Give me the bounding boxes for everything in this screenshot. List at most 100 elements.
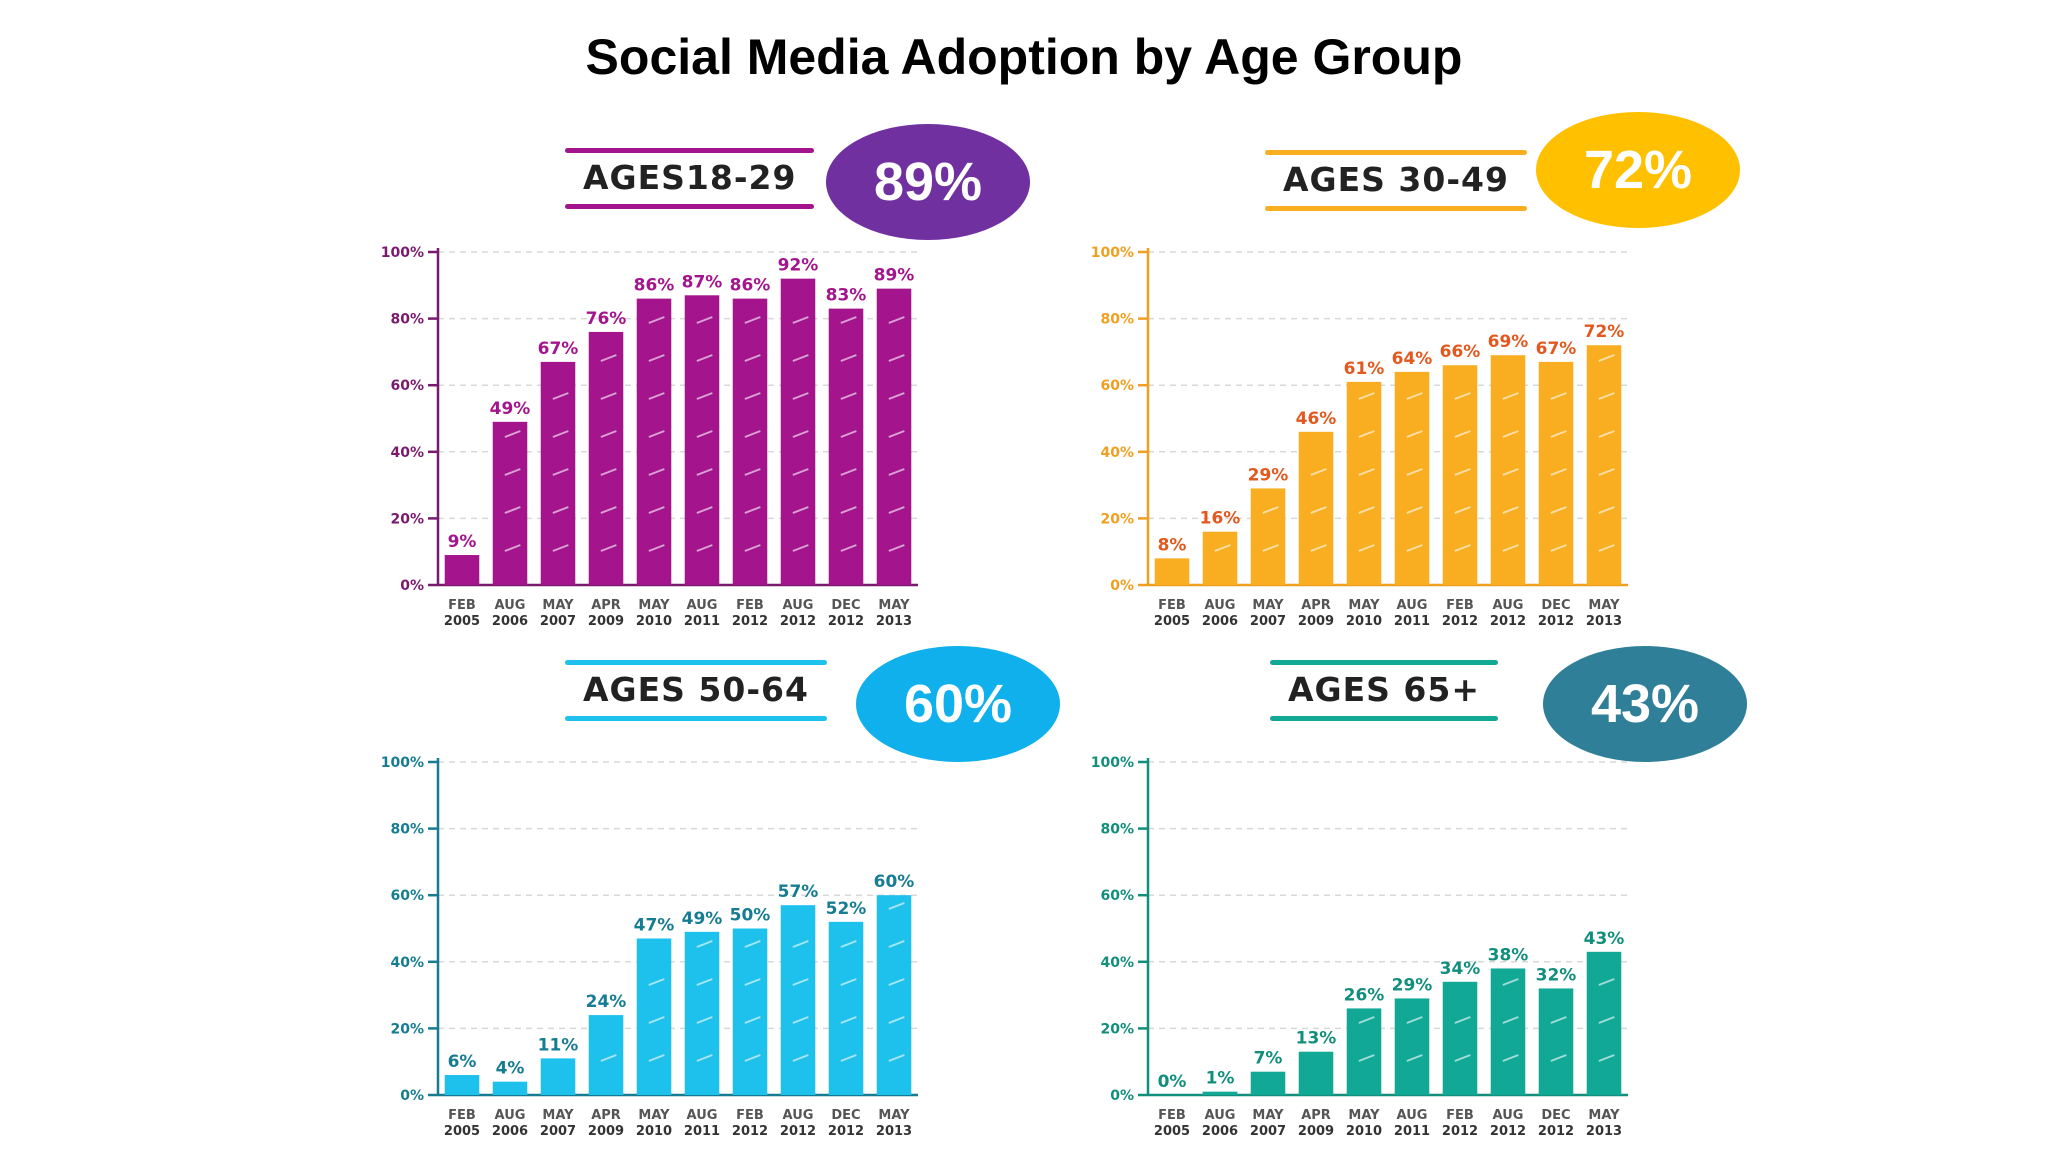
x-tick-label-month: MAY: [1588, 1108, 1620, 1123]
x-tick-label-month: AUG: [1397, 1108, 1428, 1123]
panel-title: AGES 50-64: [583, 670, 809, 709]
bar-texture: [840, 468, 857, 476]
bar-texture: [1502, 1016, 1519, 1024]
x-tick-label-month: AUG: [783, 1108, 814, 1123]
bar-texture: [1502, 978, 1519, 986]
bar-texture: [1358, 468, 1375, 476]
bar-texture: [792, 316, 809, 324]
x-tick-label-year: 2007: [1250, 1124, 1286, 1139]
bar: [1154, 558, 1190, 585]
bar-texture: [1358, 544, 1375, 552]
x-tick-label-year: 2013: [1586, 614, 1622, 629]
x-tick-label-year: 2012: [732, 614, 768, 629]
x-tick-label-year: 2011: [684, 614, 720, 629]
x-tick-label-year: 2011: [684, 1124, 720, 1139]
x-tick-label-year: 2006: [1202, 614, 1238, 629]
bar: [540, 1058, 576, 1095]
x-tick-label-month: FEB: [1158, 598, 1186, 613]
bar-texture: [792, 430, 809, 438]
bar-texture: [744, 506, 761, 514]
chart-ages-18-29: 0%20%40%60%80%100%9%FEB200549%AUG200667%…: [381, 245, 918, 629]
bar-texture: [1406, 468, 1423, 476]
x-tick-label-year: 2005: [444, 614, 480, 629]
data-label: 32%: [1536, 965, 1577, 985]
y-tick-label: 20%: [390, 511, 424, 527]
bar-texture: [1358, 1016, 1375, 1024]
x-tick-label-year: 2006: [492, 1124, 528, 1139]
bar-texture: [792, 1054, 809, 1062]
header-stroke: [565, 204, 815, 209]
bar-texture: [552, 430, 569, 438]
bar-texture: [1262, 506, 1279, 514]
bar-texture: [648, 1054, 665, 1062]
bar-texture: [840, 354, 857, 362]
badge-ages-18-29: 89%: [826, 124, 1030, 240]
y-tick-label: 100%: [381, 245, 424, 261]
bar-texture: [696, 354, 713, 362]
bar-texture: [1454, 544, 1471, 552]
bar: [444, 555, 480, 585]
bar-texture: [696, 506, 713, 514]
bar-texture: [888, 468, 905, 476]
bar-texture: [696, 1054, 713, 1062]
bar-texture: [792, 392, 809, 400]
x-tick-label-month: MAY: [878, 1108, 910, 1123]
bar: [492, 421, 528, 585]
y-tick-label: 80%: [1100, 822, 1134, 838]
bar-texture: [1358, 430, 1375, 438]
y-tick-label: 40%: [390, 955, 424, 971]
bar-texture: [888, 354, 905, 362]
bar: [876, 288, 912, 585]
bar-texture: [600, 1054, 617, 1062]
x-tick-label-month: FEB: [448, 598, 476, 613]
x-tick-label-month: AUG: [687, 1108, 718, 1123]
x-tick-label-month: FEB: [1446, 598, 1474, 613]
bar-texture: [1550, 506, 1567, 514]
bar-texture: [1310, 544, 1327, 552]
badge-ages-30-49: 72%: [1536, 112, 1740, 228]
bar-texture: [1550, 1016, 1567, 1024]
bar-texture: [1454, 392, 1471, 400]
data-label: 67%: [1536, 339, 1577, 359]
panel-title: AGES18-29: [583, 158, 797, 197]
bar-texture: [888, 430, 905, 438]
x-tick-label-year: 2009: [1298, 614, 1334, 629]
data-label: 57%: [778, 882, 819, 902]
bar: [684, 931, 720, 1095]
data-label: 61%: [1344, 359, 1385, 379]
bar-texture: [1406, 1016, 1423, 1024]
x-tick-label-month: AUG: [495, 598, 526, 613]
bar: [636, 938, 672, 1095]
y-tick-label: 60%: [390, 378, 424, 394]
bar-texture: [1262, 544, 1279, 552]
data-label: 92%: [778, 256, 819, 276]
bar-texture: [648, 978, 665, 986]
data-label: 60%: [874, 872, 915, 892]
panel-header-ages-50-64: AGES 50-64: [565, 660, 827, 721]
x-tick-label-month: AUG: [1397, 598, 1428, 613]
bar-texture: [696, 544, 713, 552]
bar: [780, 905, 816, 1095]
bar-texture: [1502, 392, 1519, 400]
bar: [1490, 355, 1526, 585]
bar-texture: [1502, 1054, 1519, 1062]
x-tick-label-month: AUG: [495, 1108, 526, 1123]
bar-texture: [504, 544, 521, 552]
bar-texture: [1406, 1054, 1423, 1062]
bar-texture: [1598, 468, 1615, 476]
x-tick-label-year: 2012: [1442, 614, 1478, 629]
bar-texture: [792, 354, 809, 362]
bar-texture: [1310, 506, 1327, 514]
x-tick-label-year: 2012: [780, 614, 816, 629]
bar-texture: [600, 430, 617, 438]
data-label: 1%: [1206, 1069, 1235, 1089]
bar-texture: [552, 544, 569, 552]
x-tick-label-year: 2010: [636, 1124, 672, 1139]
bar-texture: [744, 316, 761, 324]
bar: [1586, 951, 1622, 1095]
chart-ages-30-49: 0%20%40%60%80%100%8%FEB200516%AUG200629%…: [1091, 245, 1628, 629]
bar: [1490, 968, 1526, 1095]
bar-texture: [696, 430, 713, 438]
bar: [1346, 1008, 1382, 1095]
y-tick-label: 40%: [1100, 445, 1134, 461]
